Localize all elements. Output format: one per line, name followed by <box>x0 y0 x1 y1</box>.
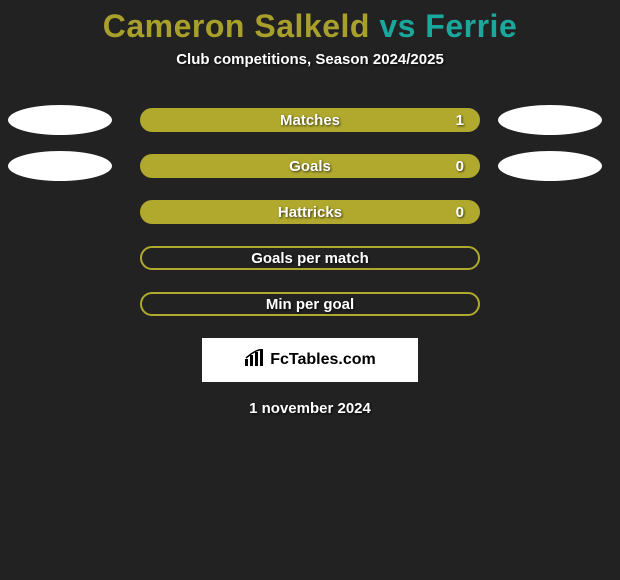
stat-bar: Hattricks0 <box>140 200 480 224</box>
bar-chart-icon <box>244 349 266 372</box>
title-right-name: Ferrie <box>425 8 517 44</box>
page-title: Cameron Salkeld vs Ferrie <box>0 0 620 45</box>
stat-row: Min per goal <box>0 292 620 316</box>
stat-value: 1 <box>456 112 464 129</box>
branding-box: FcTables.com <box>202 338 418 382</box>
stat-label: Goals <box>142 158 478 175</box>
stat-label: Min per goal <box>142 296 478 313</box>
stat-bar: Min per goal <box>140 292 480 316</box>
avatar-left <box>8 105 112 135</box>
stat-row: Goals per match <box>0 246 620 270</box>
stat-label: Goals per match <box>142 250 478 267</box>
avatar-right <box>498 105 602 135</box>
stat-value: 0 <box>456 204 464 221</box>
stat-row: Goals0 <box>0 154 620 178</box>
subtitle: Club competitions, Season 2024/2025 <box>0 51 620 68</box>
date-text: 1 november 2024 <box>0 400 620 417</box>
stat-label: Matches <box>142 112 478 129</box>
title-vs: vs <box>370 8 425 44</box>
stat-label: Hattricks <box>142 204 478 221</box>
avatar-left <box>8 151 112 181</box>
stat-bar: Matches1 <box>140 108 480 132</box>
stat-value: 0 <box>456 158 464 175</box>
title-left-name: Cameron Salkeld <box>103 8 370 44</box>
avatar-right <box>498 151 602 181</box>
chart-area: Matches1Goals0Hattricks0Goals per matchM… <box>0 108 620 316</box>
stat-bar: Goals per match <box>140 246 480 270</box>
branding-label: FcTables.com <box>270 351 376 369</box>
stat-row: Matches1 <box>0 108 620 132</box>
branding-text: FcTables.com <box>244 349 376 372</box>
stat-row: Hattricks0 <box>0 200 620 224</box>
stat-bar: Goals0 <box>140 154 480 178</box>
